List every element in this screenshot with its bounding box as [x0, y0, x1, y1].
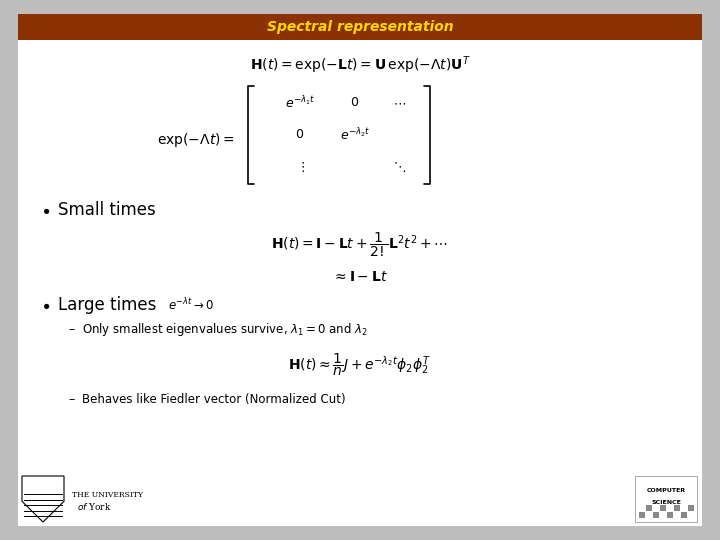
Text: $e^{-\lambda_1 t}$: $e^{-\lambda_1 t}$ — [284, 95, 315, 111]
Text: $\bullet$: $\bullet$ — [40, 201, 50, 219]
Text: $e^{-\lambda_2 t}$: $e^{-\lambda_2 t}$ — [340, 127, 370, 143]
FancyBboxPatch shape — [18, 14, 702, 526]
Text: $0$: $0$ — [295, 129, 305, 141]
FancyBboxPatch shape — [660, 505, 666, 511]
FancyBboxPatch shape — [646, 505, 652, 511]
FancyBboxPatch shape — [688, 505, 694, 511]
Text: –: – — [68, 323, 74, 336]
FancyBboxPatch shape — [674, 505, 680, 511]
Text: THE UNIVERSITY: THE UNIVERSITY — [72, 491, 143, 499]
Polygon shape — [22, 476, 64, 522]
FancyBboxPatch shape — [635, 476, 697, 522]
Text: $0$: $0$ — [351, 97, 359, 110]
FancyBboxPatch shape — [667, 512, 673, 518]
Text: $\bullet$: $\bullet$ — [40, 296, 50, 314]
Text: Large times: Large times — [58, 296, 156, 314]
Text: –: – — [68, 394, 74, 407]
Text: $\mathrm{exp}(-\Lambda t) = $: $\mathrm{exp}(-\Lambda t) = $ — [157, 131, 235, 149]
Text: $\mathbf{H}(t) = \mathrm{exp}(-\mathbf{L}t) = \mathbf{U}\,\mathrm{exp}(-\Lambda : $\mathbf{H}(t) = \mathrm{exp}(-\mathbf{L… — [250, 54, 470, 76]
Text: Spectral representation: Spectral representation — [266, 20, 454, 34]
Text: Only smallest eigenvalues survive, $\lambda_1=0$ and $\lambda_2$: Only smallest eigenvalues survive, $\lam… — [82, 321, 368, 339]
Text: $\ddots$: $\ddots$ — [393, 160, 407, 174]
Text: $\mathbf{H}(t) \approx \dfrac{1}{n}J + e^{-\lambda_2 t}\phi_2\phi_2^T$: $\mathbf{H}(t) \approx \dfrac{1}{n}J + e… — [289, 352, 431, 378]
Text: $\approx \mathbf{I} - \mathbf{L}t$: $\approx \mathbf{I} - \mathbf{L}t$ — [332, 270, 388, 284]
Text: Small times: Small times — [58, 201, 156, 219]
FancyBboxPatch shape — [639, 512, 645, 518]
FancyBboxPatch shape — [681, 512, 687, 518]
FancyBboxPatch shape — [18, 14, 702, 40]
Text: SCIENCE: SCIENCE — [651, 500, 681, 505]
Text: $e^{-\lambda t} \rightarrow 0$: $e^{-\lambda t} \rightarrow 0$ — [168, 296, 214, 313]
Text: COMPUTER: COMPUTER — [647, 488, 685, 493]
Text: Behaves like Fiedler vector (Normalized Cut): Behaves like Fiedler vector (Normalized … — [82, 394, 346, 407]
Text: $\mathit{of}$ York: $\mathit{of}$ York — [77, 502, 112, 512]
Text: $\mathbf{H}(t) = \mathbf{I} - \mathbf{L}t + \dfrac{1}{2!}\mathbf{L}^2t^2 + \cdot: $\mathbf{H}(t) = \mathbf{I} - \mathbf{L}… — [271, 231, 449, 259]
FancyBboxPatch shape — [653, 512, 659, 518]
Text: $\vdots$: $\vdots$ — [295, 160, 305, 174]
Text: $\cdots$: $\cdots$ — [393, 97, 407, 110]
